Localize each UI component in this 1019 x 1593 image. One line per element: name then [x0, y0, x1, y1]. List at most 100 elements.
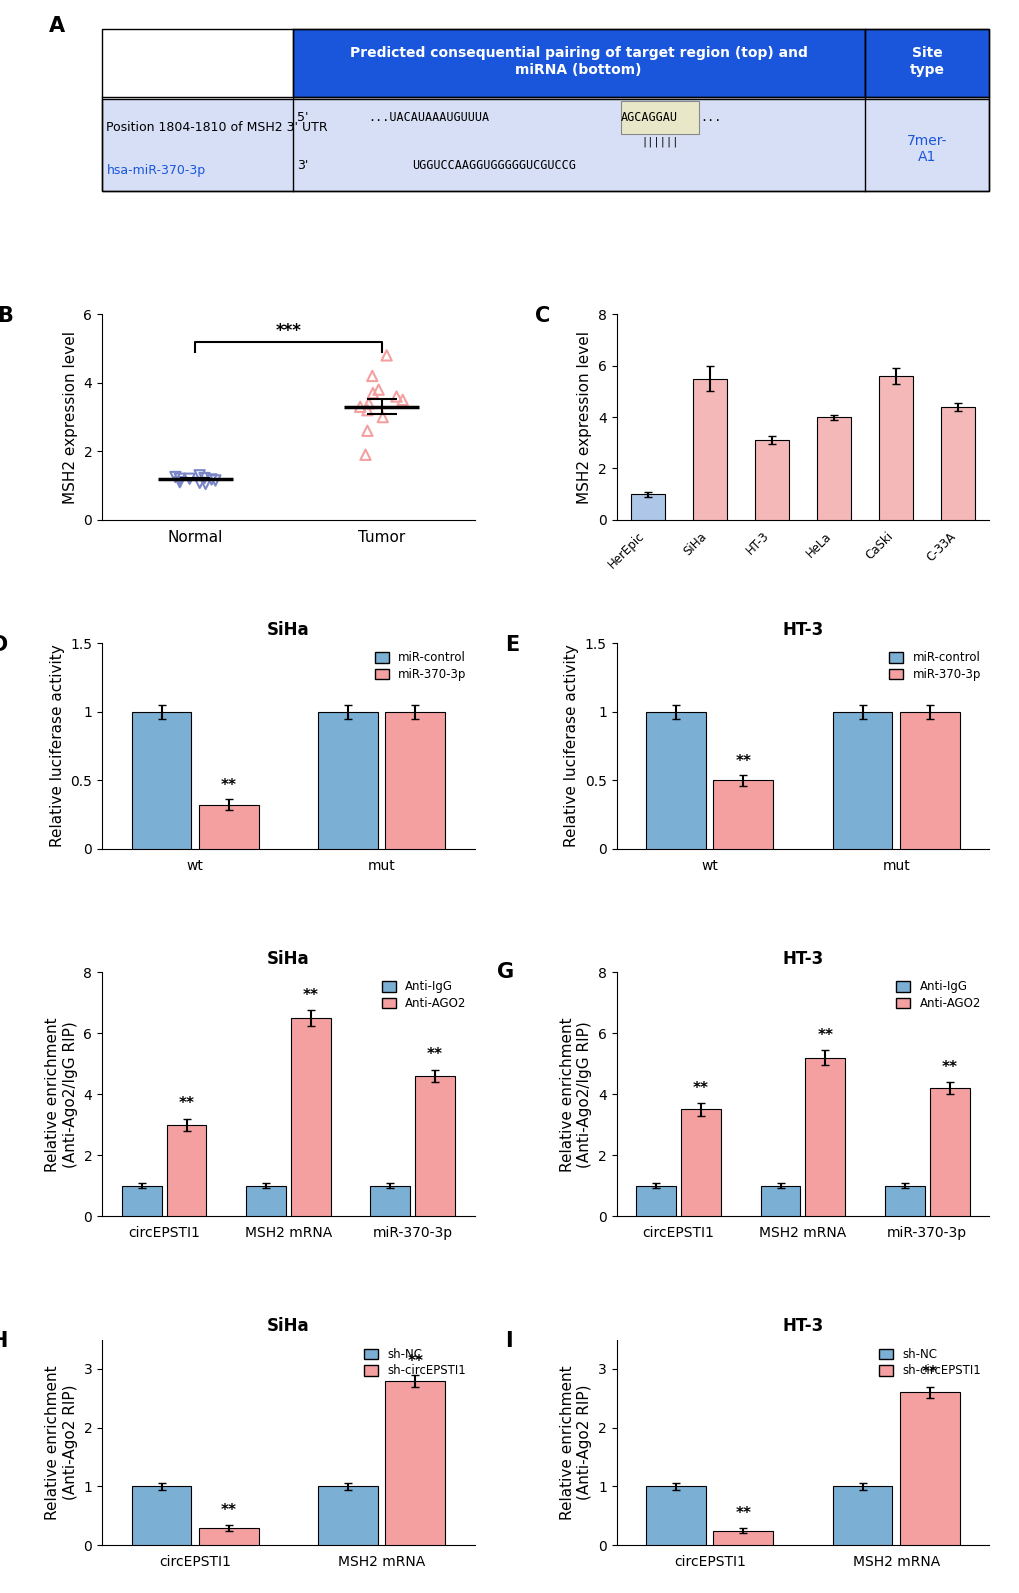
Text: E: E — [504, 636, 519, 655]
Title: HT-3: HT-3 — [782, 621, 822, 639]
Point — [359, 417, 375, 443]
Point — [370, 378, 386, 403]
Text: AGCAGGAU: AGCAGGAU — [621, 112, 678, 124]
Y-axis label: MSH2 expression level: MSH2 expression level — [63, 331, 77, 503]
Y-axis label: MSH2 expression level: MSH2 expression level — [577, 331, 592, 503]
Text: 5': 5' — [297, 112, 309, 124]
Bar — [290, 1018, 330, 1217]
Text: **: ** — [692, 1082, 708, 1096]
Bar — [370, 1185, 410, 1217]
Legend: miR-control, miR-370-3p: miR-control, miR-370-3p — [886, 648, 982, 683]
Text: G: G — [496, 962, 514, 983]
Bar — [864, 29, 988, 97]
Point — [181, 467, 198, 492]
Text: ...: ... — [699, 112, 720, 124]
Bar — [102, 99, 988, 191]
Point — [352, 393, 368, 419]
Text: A: A — [49, 16, 65, 35]
Bar — [712, 781, 772, 849]
Point — [359, 398, 375, 424]
Point — [361, 390, 377, 416]
Bar — [318, 1486, 378, 1545]
Point — [192, 470, 208, 495]
Bar — [805, 1058, 845, 1217]
Bar — [899, 712, 959, 849]
Bar — [692, 379, 727, 519]
Point — [374, 405, 390, 430]
Point — [197, 465, 213, 491]
Title: SiHa: SiHa — [267, 949, 310, 969]
Text: I: I — [504, 1332, 512, 1351]
Legend: miR-control, miR-370-3p: miR-control, miR-370-3p — [372, 648, 469, 683]
Text: 7mer-
A1: 7mer- A1 — [906, 134, 947, 164]
Bar — [646, 712, 705, 849]
Point — [207, 468, 223, 494]
Bar — [246, 1185, 285, 1217]
Text: ...UACAUAAAUGUUUA: ...UACAUAAAUGUUUA — [368, 112, 489, 124]
Point — [357, 441, 373, 467]
Text: **: ** — [735, 753, 751, 768]
Text: 3': 3' — [297, 159, 309, 172]
Text: **: ** — [941, 1059, 957, 1075]
Bar — [646, 1486, 705, 1545]
Point — [167, 464, 183, 489]
Text: H: H — [0, 1332, 7, 1351]
Bar — [621, 100, 699, 134]
Point — [388, 384, 405, 409]
Text: Site
type: Site type — [909, 46, 944, 76]
Legend: Anti-IgG, Anti-AGO2: Anti-IgG, Anti-AGO2 — [893, 978, 982, 1012]
Text: **: ** — [735, 1507, 751, 1521]
Bar — [318, 712, 378, 849]
Text: ||||||: |||||| — [641, 137, 679, 147]
Point — [192, 462, 208, 487]
Bar — [131, 712, 192, 849]
Bar — [166, 1125, 206, 1217]
Point — [394, 387, 411, 413]
Y-axis label: Relative luciferase activity: Relative luciferase activity — [564, 645, 579, 847]
Text: B: B — [0, 306, 13, 327]
Bar — [760, 1185, 800, 1217]
Text: **: ** — [220, 779, 236, 793]
Y-axis label: Relative luciferase activity: Relative luciferase activity — [50, 645, 64, 847]
Bar — [385, 1381, 444, 1545]
Text: **: ** — [220, 1504, 236, 1518]
Point — [171, 470, 187, 495]
Point — [378, 342, 394, 368]
Text: UGGUCCAAGGUGGGGGUCGUCCG: UGGUCCAAGGUGGGGGUCGUCCG — [413, 159, 576, 172]
Text: hsa-miR-370-3p: hsa-miR-370-3p — [106, 164, 206, 177]
Bar — [899, 1392, 959, 1545]
Bar — [630, 494, 664, 519]
Title: SiHa: SiHa — [267, 621, 310, 639]
Text: Position 1804-1810 of MSH2 3' UTR: Position 1804-1810 of MSH2 3' UTR — [106, 121, 328, 134]
Text: **: ** — [816, 1027, 833, 1043]
Title: HT-3: HT-3 — [782, 1317, 822, 1335]
Text: C: C — [534, 306, 549, 327]
Bar — [636, 1185, 676, 1217]
Legend: Anti-IgG, Anti-AGO2: Anti-IgG, Anti-AGO2 — [379, 978, 469, 1012]
Bar — [929, 1088, 969, 1217]
Legend: sh-NC, sh-circEPSTI1: sh-NC, sh-circEPSTI1 — [875, 1346, 982, 1380]
Point — [198, 472, 214, 497]
Y-axis label: Relative enrichment
(Anti-Ago2 RIP): Relative enrichment (Anti-Ago2 RIP) — [46, 1365, 77, 1520]
Text: **: ** — [303, 988, 319, 1004]
Text: **: ** — [921, 1365, 936, 1381]
Text: D: D — [0, 636, 7, 655]
Bar — [681, 1109, 720, 1217]
Bar — [884, 1185, 924, 1217]
Text: ***: *** — [275, 322, 301, 339]
Bar — [292, 29, 864, 97]
Y-axis label: Relative enrichment
(Anti-Ago2/IgG RIP): Relative enrichment (Anti-Ago2/IgG RIP) — [46, 1016, 77, 1171]
Y-axis label: Relative enrichment
(Anti-Ago2 RIP): Relative enrichment (Anti-Ago2 RIP) — [559, 1365, 592, 1520]
Bar — [754, 440, 789, 519]
Bar — [415, 1075, 454, 1217]
Bar — [878, 376, 912, 519]
Text: **: ** — [427, 1048, 442, 1063]
Point — [365, 381, 381, 406]
Point — [364, 363, 380, 389]
Y-axis label: Relative enrichment
(Anti-Ago2/IgG RIP): Relative enrichment (Anti-Ago2/IgG RIP) — [559, 1016, 592, 1171]
Text: **: ** — [407, 1354, 423, 1368]
Bar — [131, 1486, 192, 1545]
Bar — [712, 1531, 772, 1545]
Bar — [385, 712, 444, 849]
Bar — [816, 417, 850, 519]
